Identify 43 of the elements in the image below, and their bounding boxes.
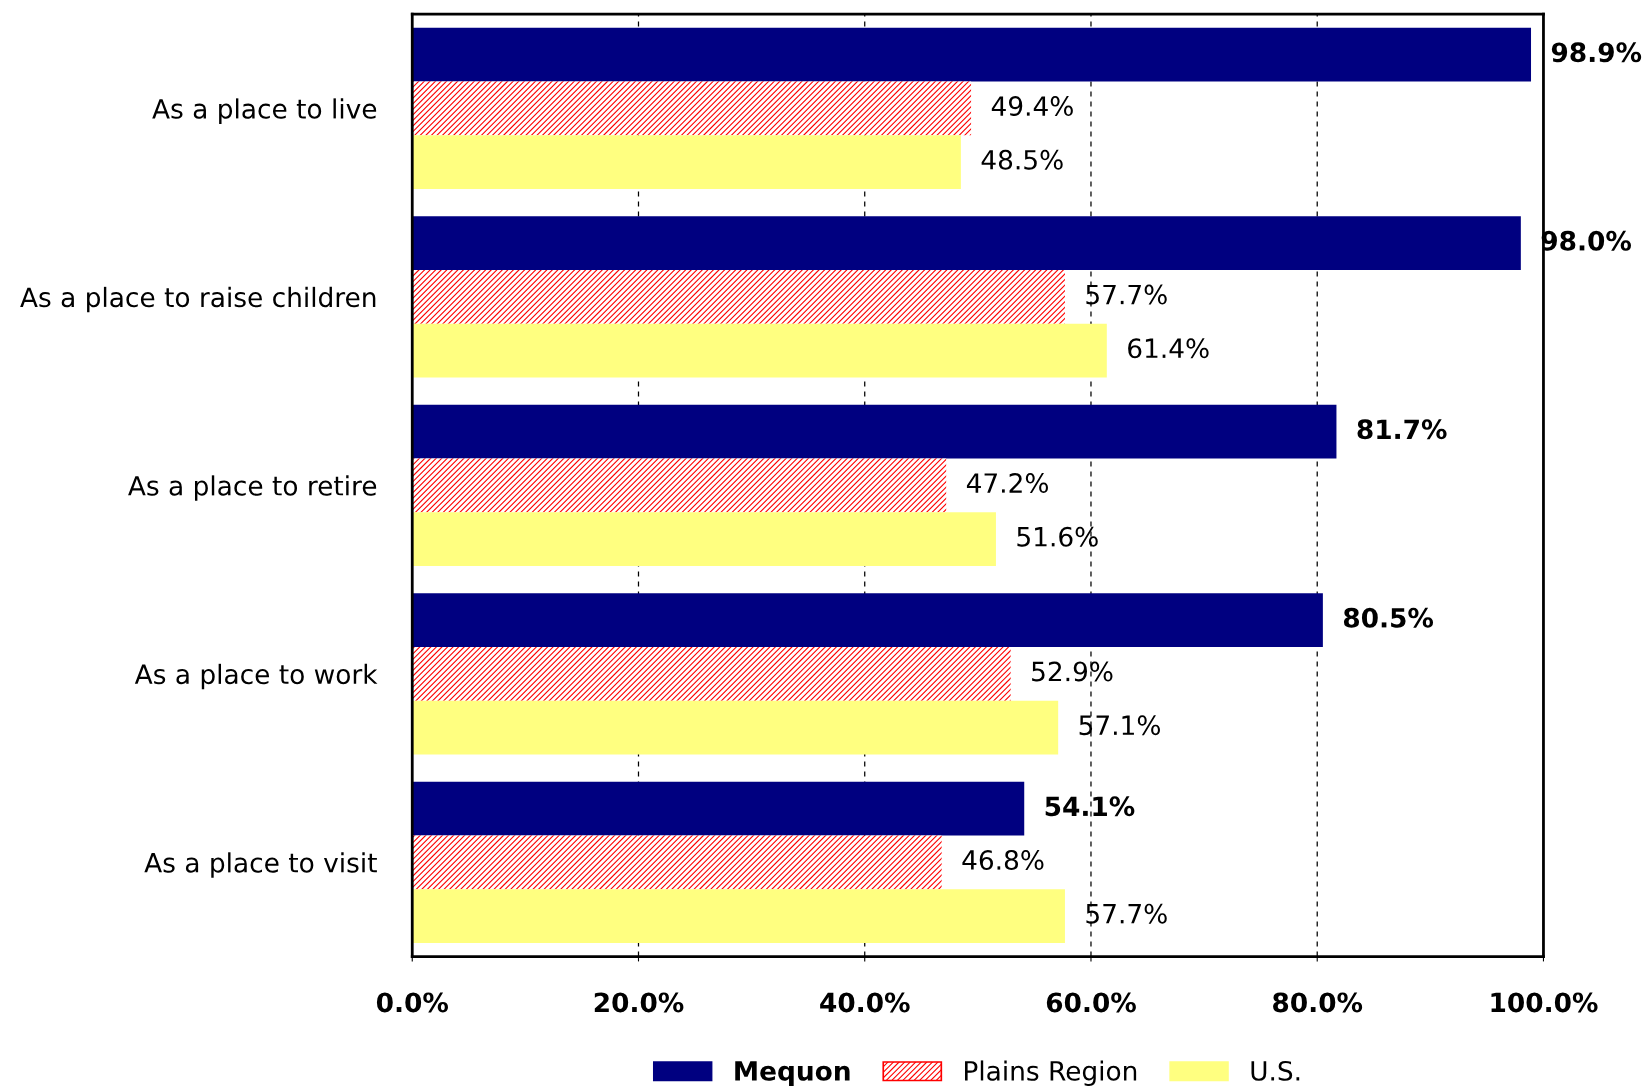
data-label: 81.7% [1357,419,1447,440]
bar [412,781,1025,836]
x-tick-label: 80.0% [1273,992,1363,1013]
x-tick-label: 0.0% [376,992,448,1013]
data-label: 51.6% [1017,526,1098,547]
data-label: 52.9% [1032,661,1113,682]
data-label: 98.9% [1551,42,1642,63]
bar [412,81,972,136]
data-label: 47.2% [966,473,1048,493]
bar [412,700,1059,755]
x-tick-label: 60.0% [1046,992,1136,1013]
data-label: 57.1% [1079,715,1160,736]
data-label: 46.8% [962,850,1044,870]
x-tick-label: 20.0% [594,992,684,1013]
data-label: 80.5% [1343,607,1434,628]
bar [412,593,1323,647]
y-tick-label: As a place to live [152,98,377,124]
bar [412,216,1521,270]
data-label: 57.7% [1086,284,1167,305]
data-label: 57.7% [1086,903,1167,924]
bar [412,404,1337,459]
bar [412,135,961,189]
bar [412,512,996,566]
y-tick-label: As a place to work [134,663,378,690]
bar [412,646,1011,701]
bar [412,458,947,513]
data-label: 49.4% [991,96,1073,117]
data-label: 54.1% [1045,796,1135,817]
bar [412,323,1107,378]
bar [412,27,1532,82]
bar [412,889,1065,943]
x-tick-label: 100.0% [1491,992,1598,1013]
legend-label: Mequon [735,1061,850,1086]
x-tick-label: 40.0% [820,992,910,1013]
bar [412,270,1065,324]
data-label: 61.4% [1128,338,1209,359]
legend-label: Plains Region [965,1060,1137,1086]
data-label: 48.5% [981,149,1063,170]
y-tick-label: As a place to raise children [20,286,376,313]
y-tick-label: As a place to visit [144,852,377,878]
legend-label: U.S. [1251,1060,1300,1081]
y-tick-label: As a place to retire [128,475,377,501]
bar [412,835,942,890]
